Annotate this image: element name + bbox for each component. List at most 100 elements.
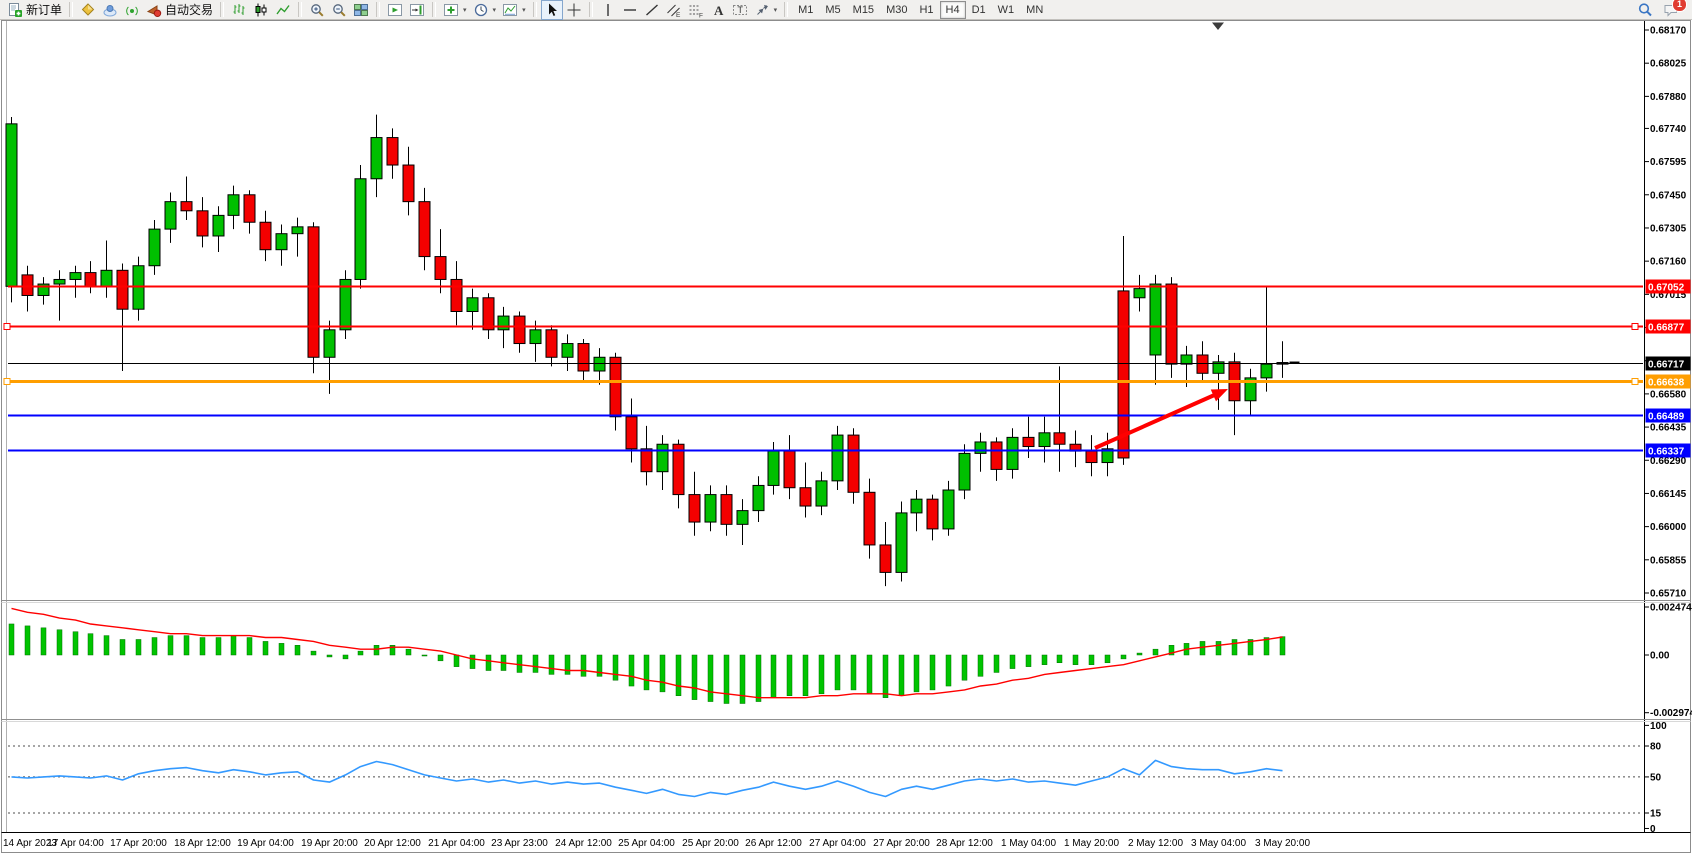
macd-histogram-bar — [802, 654, 809, 696]
arrows-dropdown-icon[interactable]: ▾ — [773, 6, 778, 14]
macd-histogram-bar — [1072, 654, 1079, 665]
svg-text:T: T — [737, 5, 743, 15]
candle-body — [847, 434, 860, 493]
indicators-button[interactable]: ▾ — [440, 0, 470, 20]
rsi-tick-label: 15 — [1650, 809, 1662, 820]
candle-body — [609, 356, 622, 418]
text-button[interactable]: A — [707, 0, 729, 20]
chart-canvas[interactable]: 0.68170 0.68025 0.67880 0.67740 0.67595 0.674… — [0, 20, 1692, 853]
price-tick-label: 0.66580 — [1650, 389, 1687, 400]
macd-tick-label: 0.00 — [1650, 651, 1670, 662]
macd-histogram-bar — [755, 654, 762, 702]
candle-body — [434, 256, 447, 280]
macd-histogram-bar — [469, 654, 476, 669]
timeframe-button-m15[interactable]: M15 — [852, 3, 875, 16]
hline-handle[interactable] — [3, 378, 11, 385]
candle-chart-icon — [255, 3, 267, 16]
templates-dropdown-icon[interactable]: ▾ — [522, 6, 526, 14]
crosshair-icon — [567, 3, 581, 16]
candle-body — [418, 201, 431, 258]
notification-badge[interactable]: 1 — [1672, 0, 1687, 12]
hline-handle[interactable] — [1631, 378, 1639, 385]
new-order-button[interactable]: 新订单 — [4, 0, 65, 20]
ide-button[interactable] — [77, 0, 99, 20]
timeframe-button-h1[interactable]: H1 — [919, 3, 934, 16]
macd-histogram-bar — [1199, 641, 1206, 656]
price-tick-label: 0.67160 — [1650, 257, 1687, 268]
candle-body — [910, 498, 923, 514]
line-chart-button[interactable] — [272, 0, 294, 20]
macd-tick-label: 0.002474 — [1650, 603, 1692, 614]
time-axis-label: 19 Apr 20:00 — [301, 838, 358, 849]
chart-shift-marker[interactable] — [1212, 22, 1224, 31]
auto-scroll-icon — [388, 3, 403, 16]
price-badge — [1645, 374, 1691, 389]
macd-histogram-bar — [882, 654, 889, 698]
candle-chart-button[interactable] — [250, 0, 272, 20]
chart-shift-button[interactable] — [406, 0, 428, 20]
zoom-out-button[interactable] — [328, 0, 350, 20]
toolbar-right-group: 1 — [1634, 0, 1688, 19]
candle-body — [116, 269, 129, 310]
new-order-icon — [9, 2, 22, 17]
price-tick-label: 0.67305 — [1650, 223, 1687, 234]
text-label-button[interactable]: T — [729, 0, 751, 20]
macd-histogram-bar — [389, 645, 396, 656]
candle-body — [323, 329, 336, 358]
indicators-icon — [444, 3, 459, 16]
tile-windows-button[interactable] — [350, 0, 372, 20]
bar-chart-button[interactable] — [228, 0, 250, 20]
hline-handle[interactable] — [1631, 323, 1639, 330]
templates-button[interactable]: ▾ — [499, 0, 529, 20]
macd-histogram-bar — [834, 654, 841, 691]
candle-body — [1212, 361, 1225, 374]
crosshair-button[interactable] — [563, 0, 585, 20]
timeframe-button-w1[interactable]: W1 — [997, 3, 1015, 16]
arrows-button[interactable]: ▾ — [751, 0, 781, 20]
candle-body — [1085, 450, 1098, 464]
community-button[interactable] — [99, 0, 121, 20]
macd-histogram-bar — [453, 654, 460, 667]
macd-histogram-bar — [596, 654, 603, 677]
signals-button[interactable] — [121, 0, 143, 20]
search-button[interactable] — [1634, 0, 1656, 20]
candle-body — [180, 201, 193, 212]
price-badge-label: 0.66638 — [1648, 378, 1685, 389]
timeframe-button-m30[interactable]: M30 — [886, 3, 908, 16]
macd-histogram-bar — [8, 623, 15, 656]
zoom-in-button[interactable] — [306, 0, 328, 20]
candle-body — [1117, 290, 1130, 459]
chart-window: ▼AUDUSD-,H40.66712 0.66784 0.66704 0.667… — [0, 20, 1692, 853]
vertical-line-button[interactable] — [597, 0, 619, 20]
equidistant-channel-button[interactable]: E — [663, 0, 685, 20]
timeframe-button-m1[interactable]: M1 — [798, 3, 814, 16]
indicators-dropdown-icon[interactable]: ▾ — [463, 6, 467, 14]
cursor-icon — [548, 3, 557, 16]
cursor-button[interactable] — [540, 0, 563, 20]
price-tick-label: 0.65855 — [1650, 555, 1687, 566]
auto-trading-button[interactable]: 自动交易 — [143, 0, 216, 20]
periods-button[interactable]: ▾ — [470, 0, 500, 20]
candle-body — [212, 214, 225, 237]
timeframe-button-mn[interactable]: MN — [1026, 3, 1044, 16]
macd-histogram-bar — [1104, 654, 1111, 664]
chat-button[interactable]: 1 — [1660, 0, 1687, 20]
hline-handle[interactable] — [3, 323, 11, 330]
candle-body — [926, 498, 939, 530]
trend-line-button[interactable] — [641, 0, 663, 20]
zoom-out-icon — [333, 3, 346, 17]
periods-dropdown-icon[interactable]: ▾ — [492, 6, 497, 14]
macd-histogram-bar — [1263, 637, 1270, 656]
trend-arrow-annotation[interactable] — [1094, 390, 1222, 450]
auto-scroll-button[interactable] — [384, 0, 406, 20]
timeframe-button-m5[interactable]: M5 — [825, 3, 841, 16]
fibonacci-button[interactable]: F — [685, 0, 707, 20]
price-tick-label: 0.67450 — [1650, 190, 1687, 201]
fibonacci-icon: F — [689, 5, 703, 18]
timeframe-button-d1[interactable]: D1 — [971, 3, 986, 16]
time-axis-label: 27 Apr 20:00 — [873, 838, 930, 849]
macd-histogram-bar — [437, 654, 444, 662]
macd-histogram-bar — [326, 654, 333, 658]
timeframe-button-h4[interactable]: H4 — [939, 0, 966, 19]
horizontal-line-button[interactable] — [619, 0, 641, 20]
